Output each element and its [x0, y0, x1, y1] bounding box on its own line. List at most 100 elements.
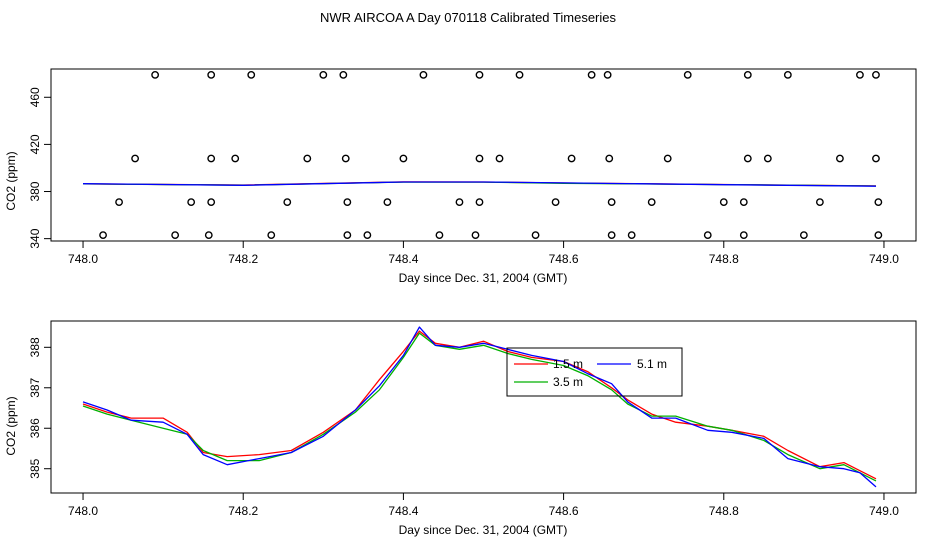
y-tick-label: 420 — [28, 134, 42, 154]
y-tick-label: 340 — [28, 228, 42, 248]
scatter-point — [475, 154, 484, 163]
scatter-point — [319, 70, 328, 79]
scatter-point — [343, 198, 352, 207]
scatter-point — [856, 70, 864, 79]
legend-box — [506, 347, 683, 397]
series-line-1-5-m — [82, 330, 877, 480]
scatter-point — [207, 198, 216, 207]
scatter-point — [531, 231, 540, 240]
x-tick-label: 748.6 — [549, 252, 579, 266]
scatter-point — [339, 70, 348, 79]
bottom-x-axis-label: Day since Dec. 31, 2004 (GMT) — [399, 523, 568, 537]
scatter-point — [151, 70, 160, 79]
scatter-point — [341, 154, 350, 163]
top-x-axis: 748.0 748.2 748.4 748.6 748.8 749.0 — [68, 241, 899, 266]
scatter-point — [455, 198, 464, 207]
scatter-point — [515, 70, 524, 79]
top-y-axis-label: CO2 (ppm) — [4, 151, 18, 210]
scatter-point — [587, 70, 596, 79]
series-line-5-1-m — [82, 326, 877, 488]
scatter-point — [703, 231, 712, 240]
scatter-point — [683, 70, 692, 79]
scatter-point — [343, 231, 352, 240]
x-tick-label: 748.8 — [709, 252, 739, 266]
scatter-point — [663, 154, 672, 163]
scatter-point — [383, 198, 392, 207]
x-tick-label: 749.0 — [869, 252, 899, 266]
top-scatter-points — [99, 70, 883, 240]
scatter-point — [719, 198, 728, 207]
scatter-point — [739, 231, 748, 240]
x-tick-label: 748.6 — [549, 504, 579, 518]
scatter-point — [815, 198, 824, 207]
legend-label: 1.5 m — [553, 357, 583, 371]
top-panel: 748.0 748.2 748.4 748.6 748.8 749.0 340 380 420… — [4, 68, 917, 285]
y-tick-label: 460 — [28, 87, 42, 107]
scatter-point — [605, 154, 614, 163]
scatter-point — [207, 154, 216, 163]
scatter-point — [739, 198, 748, 207]
y-tick-label: 388 — [28, 337, 42, 357]
y-tick-label: 385 — [28, 458, 42, 478]
scatter-point — [647, 198, 656, 207]
bottom-y-axis-label: CO2 (ppm) — [4, 396, 18, 455]
scatter-point — [872, 154, 880, 163]
x-tick-label: 748.8 — [709, 504, 739, 518]
scatter-point — [603, 70, 612, 79]
scatter-point — [607, 231, 616, 240]
top-x-axis-label: Day since Dec. 31, 2004 (GMT) — [399, 271, 568, 285]
legend-label: 3.5 m — [553, 375, 583, 389]
scatter-point — [171, 231, 180, 240]
scatter-point — [267, 231, 276, 240]
bottom-series-lines — [82, 326, 877, 488]
scatter-point — [131, 154, 139, 163]
scatter-point — [435, 231, 444, 240]
scatter-point — [419, 70, 428, 79]
scatter-point — [874, 231, 883, 240]
scatter-point — [207, 70, 216, 79]
x-tick-label: 749.0 — [869, 504, 899, 518]
x-tick-label: 748.4 — [388, 504, 418, 518]
scatter-point — [99, 231, 107, 240]
scatter-point — [783, 70, 792, 79]
scatter-point — [743, 154, 752, 163]
scatter-point — [283, 198, 292, 207]
legend: 1.5 m 3.5 m 5.1 m — [506, 347, 683, 397]
bottom-y-axis: 385 386 387 388 — [28, 337, 51, 479]
chart-title: NWR AIRCOA A Day 070118 Calibrated Times… — [320, 10, 616, 25]
scatter-point — [247, 70, 256, 79]
x-tick-label: 748.0 — [68, 252, 98, 266]
y-tick-label: 386 — [28, 418, 42, 438]
scatter-point — [836, 154, 844, 163]
scatter-point — [475, 198, 484, 207]
scatter-point — [874, 198, 883, 207]
series-line-3-5-m — [82, 332, 877, 482]
y-tick-label: 380 — [28, 181, 42, 201]
x-tick-label: 748.2 — [228, 252, 258, 266]
top-series-lines — [82, 181, 877, 187]
scatter-point — [551, 198, 560, 207]
scatter-point — [115, 198, 123, 207]
scatter-point — [607, 198, 616, 207]
bottom-x-axis: 748.0 748.2 748.4 748.6 748.8 749.0 — [68, 493, 899, 518]
legend-label: 5.1 m — [637, 357, 667, 371]
scatter-point — [363, 231, 372, 240]
scatter-point — [495, 154, 504, 163]
scatter-point — [763, 154, 772, 163]
series-line-2 — [82, 181, 877, 187]
scatter-point — [799, 231, 808, 240]
scatter-point — [303, 154, 312, 163]
scatter-point — [475, 70, 484, 79]
bottom-panel: 748.0 748.2 748.4 748.6 748.8 749.0 385 386 387… — [4, 320, 917, 537]
top-y-axis: 340 380 420 460 — [28, 87, 51, 249]
scatter-point — [471, 231, 480, 240]
x-tick-label: 748.2 — [228, 504, 258, 518]
y-tick-label: 387 — [28, 377, 42, 397]
x-tick-label: 748.0 — [68, 504, 98, 518]
bottom-plot-frame — [50, 320, 917, 494]
scatter-point — [187, 198, 196, 207]
scatter-point — [872, 70, 880, 79]
scatter-point — [204, 231, 213, 240]
scatter-point — [399, 154, 408, 163]
